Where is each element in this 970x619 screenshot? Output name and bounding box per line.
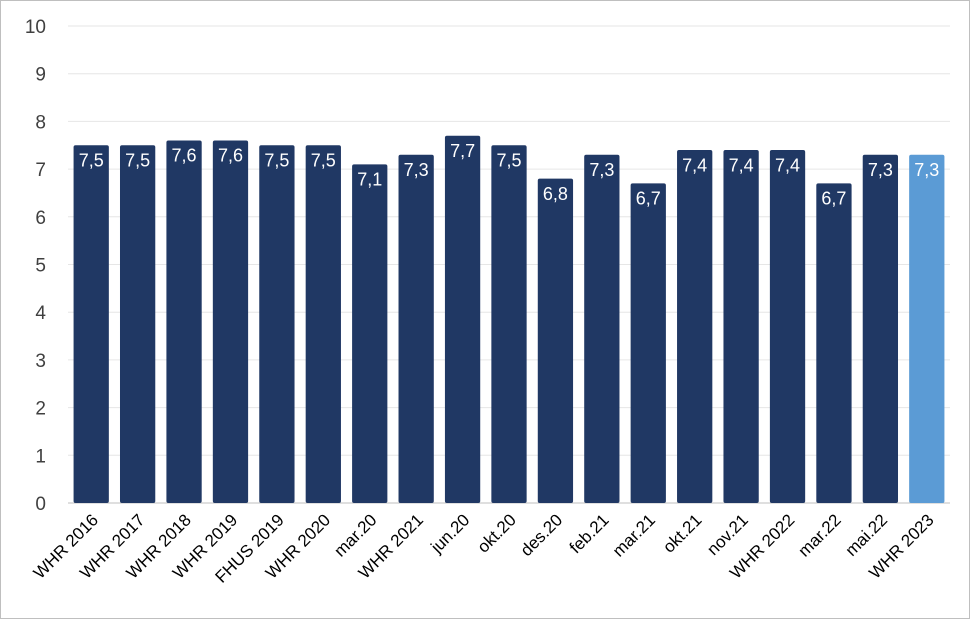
x-tick-label: jun.20 [427, 510, 474, 557]
data-label: 7,5 [125, 151, 150, 171]
bar [491, 145, 527, 503]
y-tick-label: 5 [35, 256, 46, 277]
y-tick-label: 1 [35, 446, 46, 467]
x-tick-label: mar.21 [609, 510, 659, 560]
data-label: 6,8 [543, 184, 568, 204]
data-label: 7,6 [172, 146, 197, 166]
data-label: 6,7 [821, 189, 846, 209]
y-tick-label: 8 [35, 112, 46, 133]
bar [677, 150, 713, 503]
y-tick-label: 2 [35, 399, 46, 420]
x-tick-label: des.20 [517, 510, 567, 560]
bars: 7,5 7,5 7,6 7,6 7,5 7,5 7,1 7,3 7,7 7,5 6,8 7,3 6,7 7… [73, 135, 945, 504]
bar [537, 178, 574, 503]
bar [119, 145, 156, 503]
data-label: 7,3 [914, 160, 939, 180]
x-tick-label: okt.21 [659, 510, 705, 556]
data-label: 7,7 [450, 141, 475, 161]
y-tick-label: 9 [35, 65, 46, 86]
y-tick-label: 3 [35, 351, 46, 372]
bar [259, 145, 295, 503]
y-tick-label: 4 [35, 303, 46, 324]
data-label: 7,5 [79, 151, 104, 171]
y-axis-ticks: 0 1 2 3 4 5 6 7 8 9 10 [25, 17, 47, 515]
bar [909, 154, 945, 504]
bar [398, 154, 434, 504]
y-tick-label: 0 [35, 494, 46, 515]
x-tick-label: mar.22 [795, 510, 845, 560]
y-tick-label: 10 [25, 17, 46, 38]
bar [723, 150, 759, 503]
bar [305, 145, 341, 503]
bar [352, 164, 388, 503]
data-label: 7,3 [404, 160, 429, 180]
data-label: 7,5 [264, 151, 289, 171]
data-label: 7,3 [868, 160, 893, 180]
bar [73, 145, 109, 503]
data-label: 7,4 [682, 155, 707, 175]
data-label: 6,7 [636, 189, 661, 209]
bar [769, 150, 806, 503]
data-label: 7,1 [357, 170, 382, 190]
bar [212, 140, 249, 504]
data-label: 7,3 [589, 160, 614, 180]
y-tick-label: 6 [35, 208, 46, 229]
bar [166, 140, 202, 504]
data-label: 7,6 [218, 146, 243, 166]
data-label: 7,5 [311, 151, 336, 171]
bar [444, 135, 481, 503]
data-label: 7,4 [729, 155, 754, 175]
data-label: 7,4 [775, 155, 800, 175]
data-label: 7,5 [496, 151, 521, 171]
bar [630, 183, 666, 503]
bar [816, 183, 852, 503]
bar [862, 154, 899, 504]
y-tick-label: 7 [35, 160, 46, 181]
x-tick-label: feb.21 [566, 510, 613, 557]
x-tick-label: okt.20 [474, 510, 520, 556]
bar [584, 154, 620, 504]
